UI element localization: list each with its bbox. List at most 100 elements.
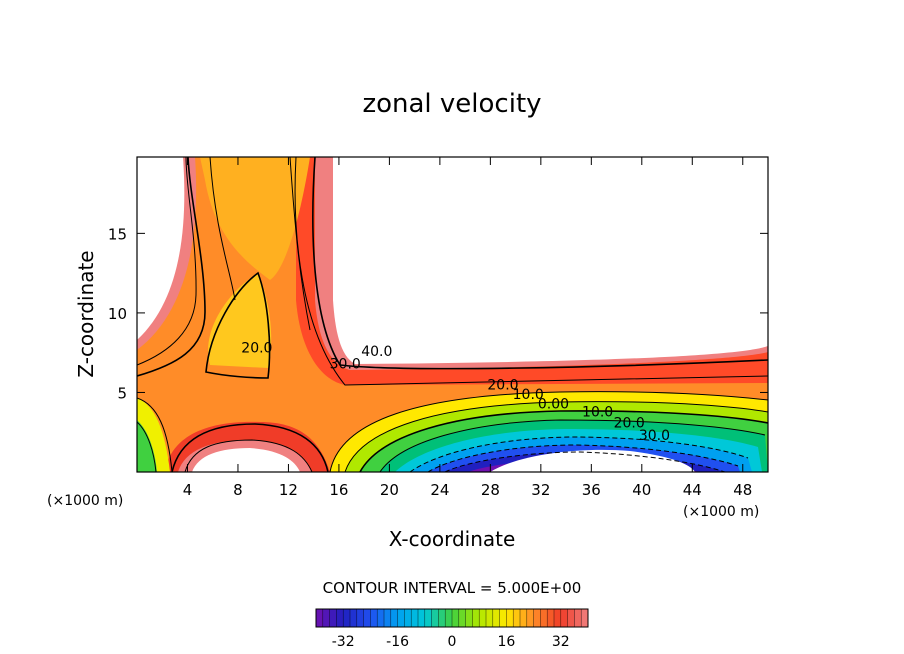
colorbar-cell xyxy=(458,609,466,627)
contour-label: 10.0 xyxy=(582,404,613,420)
contour-label: 20.0 xyxy=(614,415,645,431)
colorbar-cell xyxy=(418,609,426,627)
colorbar-cell xyxy=(350,609,358,627)
x-tick-label: 28 xyxy=(481,481,500,499)
x-tick-label: 16 xyxy=(329,481,348,499)
y-tick-label: 5 xyxy=(117,384,127,402)
colorbar-cell xyxy=(336,609,344,627)
colorbar-cell xyxy=(322,609,330,627)
contour-line xyxy=(171,423,329,472)
colorbar-cell xyxy=(438,609,446,627)
colorbar-cell xyxy=(533,609,541,627)
colorbar-cell xyxy=(363,609,371,627)
colorbar-tick-label: -32 xyxy=(332,634,355,650)
contour-interval: CONTOUR INTERVAL = 5.000E+00 xyxy=(323,579,582,597)
colorbar-cell xyxy=(479,609,487,627)
plot-frame xyxy=(136,156,769,473)
colorbar-cell xyxy=(452,609,460,627)
colorbar-cell xyxy=(520,609,528,627)
colorbar-cell xyxy=(397,609,405,627)
colorbar-cell xyxy=(567,609,575,627)
colorbar-cell xyxy=(316,609,324,627)
contour-line xyxy=(427,444,739,472)
region-upper-right xyxy=(333,157,768,364)
contour-labels: 20.030.040.020.010.00.00 10.020.030.0 xyxy=(241,341,670,445)
colorbar-cell xyxy=(377,609,385,627)
colorbar-cell xyxy=(424,609,432,627)
contour-line xyxy=(184,439,313,472)
contour-line xyxy=(137,157,197,366)
contour-line xyxy=(294,157,768,386)
colorbar-cell xyxy=(574,609,582,627)
colorbar-cell xyxy=(390,609,398,627)
left-edge-green xyxy=(137,420,157,472)
x-tick-label: 48 xyxy=(733,481,752,499)
x-tick-label: 12 xyxy=(279,481,298,499)
colorbar-cell xyxy=(445,609,453,627)
x-axis: 4 8 12 16 20 24 28 32 36 40 44 48 xyxy=(183,157,752,499)
colorbar-cell xyxy=(411,609,419,627)
colorbar-cell xyxy=(506,609,514,627)
contour-label: 0.00 xyxy=(538,396,569,412)
colorbar-cell xyxy=(356,609,364,627)
colorbar-cell xyxy=(431,609,439,627)
contour-line xyxy=(344,401,768,472)
contour-label: 10.0 xyxy=(513,387,544,403)
contour-line xyxy=(137,157,206,377)
colorbar-cell xyxy=(513,609,521,627)
colorbar-tick-label: -16 xyxy=(386,634,409,650)
colorbar-cell xyxy=(486,609,494,627)
contour-line xyxy=(209,157,236,301)
contour-label: 30.0 xyxy=(639,428,670,444)
lower-left-white xyxy=(192,448,300,472)
contour-label: 20.0 xyxy=(487,377,518,393)
contour-line xyxy=(137,397,173,472)
x-tick-label: 20 xyxy=(380,481,399,499)
colorbar-cell xyxy=(384,609,392,627)
y-tick-label: 10 xyxy=(108,305,127,323)
colorbar-tick-label: 32 xyxy=(552,634,570,650)
x-unit-label-left: (×1000 m) xyxy=(47,493,123,509)
x-unit-label-right: (×1000 m) xyxy=(683,504,759,520)
colorbar-cell xyxy=(329,609,337,627)
colorbar-cell xyxy=(472,609,480,627)
colorbar-tick-label: 16 xyxy=(497,634,515,650)
x-tick-label: 4 xyxy=(183,481,193,499)
x-tick-label: 40 xyxy=(632,481,651,499)
contour-label: 30.0 xyxy=(330,357,361,373)
contour-label: 20.0 xyxy=(241,341,272,357)
contour-line xyxy=(379,419,766,472)
colorbar-cell xyxy=(492,609,500,627)
contour-label: 40.0 xyxy=(361,344,392,360)
y-axis: 5 10 15 xyxy=(108,225,768,402)
x-axis-label: X-coordinate xyxy=(389,527,516,551)
colorbar-cell xyxy=(499,609,507,627)
colorbar-tick-label: 0 xyxy=(448,634,457,650)
core-yellow-upper xyxy=(200,157,310,280)
colorbar-cell xyxy=(526,609,534,627)
x-tick-label: 44 xyxy=(683,481,702,499)
colorbar-cell xyxy=(404,609,412,627)
colorbar-cell xyxy=(560,609,568,627)
colorbar-cell xyxy=(370,609,378,627)
colorbar-cell xyxy=(581,609,589,627)
colorbar-cell xyxy=(343,609,351,627)
chart-title: zonal velocity xyxy=(362,89,541,119)
contour-line xyxy=(312,157,768,370)
contour-line xyxy=(359,410,768,472)
colorbar-ticks: -32 -16 0 16 32 xyxy=(332,634,570,650)
contour-line xyxy=(409,436,749,472)
x-tick-label: 24 xyxy=(430,481,449,499)
x-tick-label: 8 xyxy=(233,481,243,499)
contour-lines xyxy=(137,157,768,472)
x-tick-label: 36 xyxy=(582,481,601,499)
y-axis-label: Z-coordinate xyxy=(74,250,98,377)
colorbar-frame xyxy=(315,608,589,628)
contour-line xyxy=(137,421,157,472)
contour-line xyxy=(329,391,768,472)
colorbar-cell xyxy=(554,609,562,627)
core-yellow xyxy=(208,273,272,368)
colorbar-cell xyxy=(540,609,548,627)
contour-line xyxy=(205,271,271,379)
